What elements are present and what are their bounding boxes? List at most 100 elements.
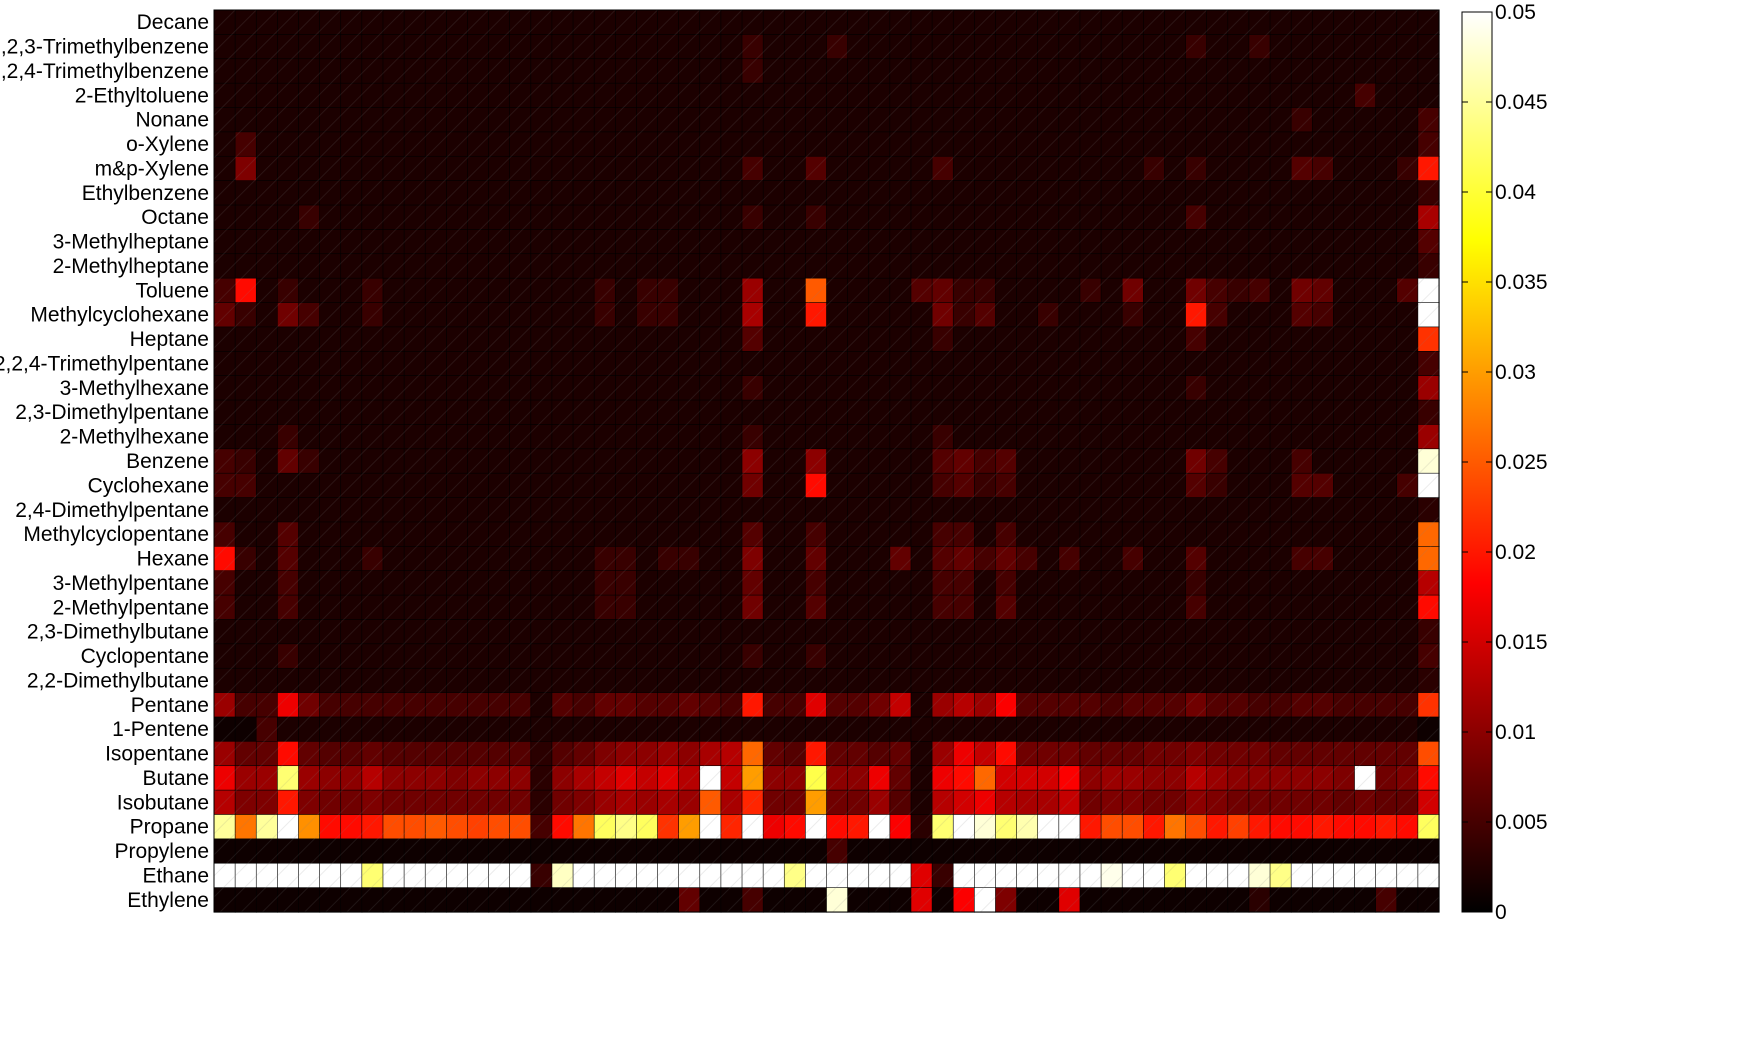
heatmap-cell [699,131,722,157]
heatmap-cell [255,814,278,840]
heatmap-cell [1079,448,1102,474]
heatmap-cell [1396,643,1419,669]
heatmap-cell [234,765,257,791]
heatmap-cell [1227,180,1250,206]
heatmap-cell [1206,497,1229,523]
heatmap-cell [1227,814,1250,840]
heatmap-cell [213,497,236,523]
heatmap-cell [783,643,806,669]
heatmap-cell [805,765,828,791]
row-label: Octane [141,206,209,229]
hatch-line [213,9,996,792]
hatch-line [1254,727,1440,913]
heatmap-cell [1375,326,1398,352]
heatmap-cell [910,497,933,523]
heatmap-cell [868,448,891,474]
heatmap-cell [424,229,447,255]
heatmap-cell [1100,180,1123,206]
hatch-line [213,9,785,581]
hatch-line [325,9,1229,913]
heatmap-cell [1269,424,1292,450]
hatch-line [747,220,1440,913]
row-label: 2-Ethyltoluene [75,84,209,107]
heatmap-cell [1164,546,1187,572]
hatch-line [213,9,848,644]
heatmap-cell [319,862,342,889]
hatch-line [768,241,1440,913]
hatch-line [213,9,574,370]
row-label: 2,2,4-Trimethylpentane [0,352,209,375]
heatmap-cell [382,82,405,109]
heatmap-cell [1143,765,1166,791]
row-label: Heptane [130,328,209,351]
heatmap-cell [636,448,659,474]
heatmap-cell [319,814,342,840]
heatmap-cell [1417,326,1440,352]
heatmap-cell [1375,765,1398,791]
heatmap-cell [931,180,954,206]
heatmap-cell [614,546,638,572]
hatch-line [1170,643,1440,913]
heatmap-cell [446,862,469,889]
hatch-line [959,432,1440,913]
heatmap-cell [361,229,384,255]
heatmap-cell [1354,9,1377,35]
heatmap-cell [910,741,933,767]
colorbar-tick-label: 0.02 [1495,541,1536,564]
heatmap-cell [382,765,405,791]
heatmap-cell [826,497,849,523]
heatmap-cell [298,448,321,474]
heatmap-cell [298,424,321,450]
heatmap-cell [910,131,933,157]
heatmap-cell [403,497,426,523]
heatmap-cell [974,107,997,133]
heatmap-cell [1143,741,1166,767]
heatmap-cell [1354,229,1377,255]
heatmap-cell [1311,180,1335,206]
heatmap-cell [889,424,912,450]
heatmap-cell [1396,107,1419,133]
heatmap-cell [382,229,405,255]
heatmap-cell [699,741,722,767]
heatmap-cell [340,448,363,474]
heatmap-cell [636,326,659,352]
heatmap-cell [889,180,912,206]
heatmap-cell [657,546,680,572]
heatmap-cell [234,107,257,133]
heatmap-cell [488,448,511,474]
heatmap-cell [593,107,616,133]
heatmap-cell [1333,741,1356,767]
heatmap-cell [509,814,532,840]
heatmap-cell [762,180,785,206]
heatmap-cell [636,765,659,791]
heatmap-cell [1311,741,1335,767]
heatmap-cell [424,131,447,157]
hatch-line [213,9,827,623]
heatmap-cell [1375,180,1398,206]
heatmap-cell [678,107,701,133]
heatmap-cell [826,82,849,109]
heatmap-cell [783,424,806,450]
heatmap-cell [657,448,680,474]
heatmap-cell [783,448,806,474]
heatmap-cell [1058,862,1081,889]
row-label: Pentane [131,694,209,717]
heatmap-cell [382,107,405,133]
row-label: Nonane [135,109,209,132]
heatmap-cell [678,180,701,206]
hatch-line [213,9,637,433]
heatmap-cell [910,107,933,133]
heatmap-cell [572,862,595,889]
heatmap-cell [403,765,426,791]
heatmap-cell [762,546,785,572]
heatmap-cell [593,424,616,450]
heatmap-cell [572,741,595,767]
row-label: Methylcyclopentane [23,523,209,546]
heatmap-cell [340,326,363,352]
heatmap-cell [593,862,616,889]
heatmap-cell [1354,497,1377,523]
heatmap-cell [340,643,363,669]
heatmap-cell [488,741,511,767]
heatmap-cell [593,765,616,791]
heatmap-cell [1417,9,1440,35]
